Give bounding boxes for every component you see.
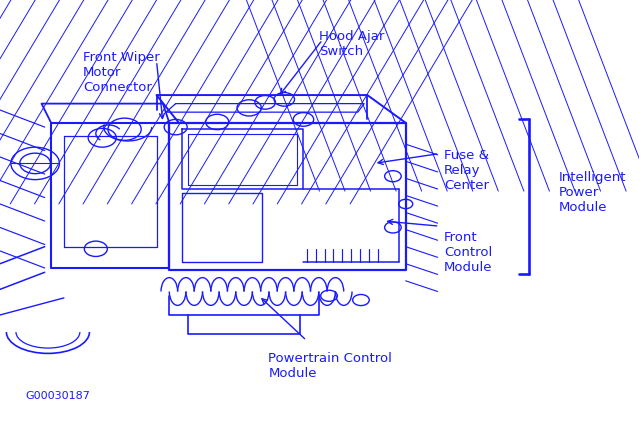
Text: Intelligent
Power
Module: Intelligent Power Module: [559, 170, 627, 213]
Text: Hood Ajar
Switch: Hood Ajar Switch: [319, 30, 385, 58]
Text: Powertrain Control
Module: Powertrain Control Module: [269, 351, 392, 380]
Text: Front Wiper
Motor
Connector: Front Wiper Motor Connector: [83, 51, 160, 94]
Text: G00030187: G00030187: [26, 391, 90, 400]
Text: Front
Control
Module: Front Control Module: [444, 230, 493, 273]
Text: Fuse &
Relay
Center: Fuse & Relay Center: [444, 149, 489, 192]
